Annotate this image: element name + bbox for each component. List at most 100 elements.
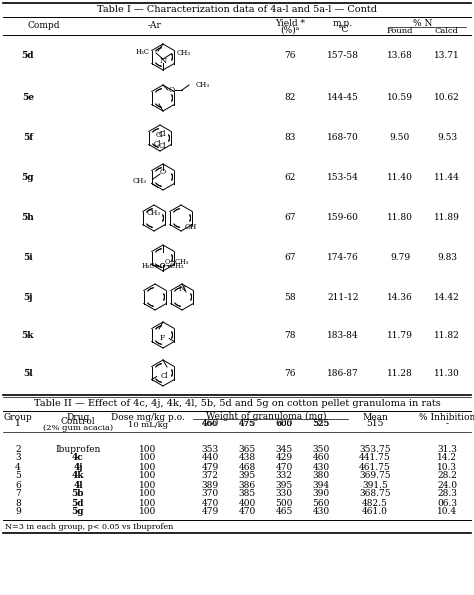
Text: 06.3: 06.3 — [437, 499, 457, 508]
Text: O: O — [160, 168, 166, 176]
Text: 100: 100 — [139, 490, 156, 499]
Text: 58: 58 — [284, 293, 296, 302]
Text: 11.30: 11.30 — [434, 368, 460, 377]
Text: 83: 83 — [284, 133, 296, 142]
Text: 7: 7 — [15, 490, 21, 499]
Text: 2: 2 — [15, 444, 21, 453]
Text: 465: 465 — [275, 508, 292, 516]
Text: 10.59: 10.59 — [387, 93, 413, 102]
Text: 372: 372 — [201, 471, 219, 481]
Text: 400: 400 — [238, 499, 255, 508]
Text: 9.79: 9.79 — [390, 253, 410, 262]
Text: 211-12: 211-12 — [327, 293, 359, 302]
Text: 76: 76 — [284, 52, 296, 61]
Text: 468: 468 — [238, 462, 255, 471]
Text: 159-60: 159-60 — [327, 214, 359, 223]
Text: 4k: 4k — [72, 471, 84, 481]
Text: 10 mL/kg: 10 mL/kg — [128, 421, 168, 429]
Text: 475: 475 — [238, 419, 255, 428]
Text: 525: 525 — [312, 419, 330, 428]
Text: 500: 500 — [275, 499, 292, 508]
Text: 560: 560 — [312, 499, 330, 508]
Text: 5l: 5l — [23, 368, 33, 377]
Text: 479: 479 — [201, 462, 219, 471]
Text: 330: 330 — [275, 490, 292, 499]
Text: 368.75: 368.75 — [359, 490, 391, 499]
Text: 10.3: 10.3 — [437, 462, 457, 471]
Text: Mean: Mean — [362, 414, 388, 422]
Text: 67: 67 — [284, 253, 296, 262]
Text: Cl: Cl — [161, 371, 169, 380]
Text: 11.40: 11.40 — [387, 173, 413, 181]
Text: N=3 in each group, p< 0.05 vs Ibuprofen: N=3 in each group, p< 0.05 vs Ibuprofen — [5, 523, 173, 531]
Text: H₃C: H₃C — [136, 48, 150, 56]
Text: 9.50: 9.50 — [390, 133, 410, 142]
Text: % Inhibition: % Inhibition — [419, 414, 474, 422]
Text: 430: 430 — [312, 462, 329, 471]
Text: 157-58: 157-58 — [327, 52, 359, 61]
Text: Compd: Compd — [28, 20, 61, 30]
Text: 1: 1 — [15, 419, 21, 428]
Text: N: N — [178, 285, 186, 293]
Text: 369.75: 369.75 — [359, 471, 391, 481]
Text: 100: 100 — [139, 499, 156, 508]
Text: F: F — [160, 334, 165, 342]
Text: 14.42: 14.42 — [434, 293, 460, 302]
Text: 100: 100 — [139, 444, 156, 453]
Text: CH₃: CH₃ — [147, 209, 161, 217]
Text: Calcd: Calcd — [435, 27, 459, 35]
Text: 479: 479 — [201, 508, 219, 516]
Text: 386: 386 — [238, 481, 255, 490]
Text: 5f: 5f — [23, 133, 33, 142]
Text: 5b: 5b — [72, 490, 84, 499]
Text: O: O — [169, 86, 175, 94]
Text: 144-45: 144-45 — [327, 93, 359, 102]
Text: 600: 600 — [275, 419, 292, 428]
Text: 5j: 5j — [23, 293, 33, 302]
Text: 350: 350 — [312, 444, 329, 453]
Text: 5e: 5e — [22, 93, 34, 102]
Text: -Ar: -Ar — [148, 20, 162, 30]
Text: 11.79: 11.79 — [387, 330, 413, 340]
Text: 395: 395 — [275, 481, 292, 490]
Text: 100: 100 — [139, 471, 156, 481]
Text: 28.2: 28.2 — [437, 471, 457, 481]
Text: 174-76: 174-76 — [327, 253, 359, 262]
Text: O−CH₃: O−CH₃ — [165, 258, 190, 266]
Text: 345: 345 — [275, 444, 292, 453]
Text: Table I — Characterization data of 4a-l and 5a-l — Contd: Table I — Characterization data of 4a-l … — [97, 5, 377, 14]
Text: Cl: Cl — [154, 140, 161, 149]
Text: 168-70: 168-70 — [327, 133, 359, 142]
Text: 389: 389 — [201, 481, 219, 490]
Text: Ibuprofen: Ibuprofen — [55, 444, 100, 453]
Text: 4c: 4c — [72, 453, 84, 462]
Text: 600: 600 — [276, 420, 292, 428]
Text: 76: 76 — [284, 368, 296, 377]
Text: CH₃: CH₃ — [196, 81, 210, 89]
Text: 475: 475 — [239, 420, 255, 428]
Text: 11.80: 11.80 — [387, 214, 413, 223]
Text: 13.71: 13.71 — [434, 52, 460, 61]
Text: 353: 353 — [201, 444, 219, 453]
Text: 11.28: 11.28 — [387, 368, 413, 377]
Text: 5i: 5i — [23, 253, 33, 262]
Text: 461.75: 461.75 — [359, 462, 391, 471]
Text: 390: 390 — [312, 490, 329, 499]
Text: 380: 380 — [312, 471, 329, 481]
Text: 460: 460 — [312, 453, 329, 462]
Text: O−CH₃: O−CH₃ — [160, 262, 184, 271]
Text: 332: 332 — [275, 471, 292, 481]
Text: 100: 100 — [139, 453, 156, 462]
Text: °C: °C — [337, 26, 349, 35]
Text: 11.89: 11.89 — [434, 214, 460, 223]
Text: 5d: 5d — [72, 499, 84, 508]
Text: 470: 470 — [238, 508, 255, 516]
Text: 440: 440 — [201, 453, 219, 462]
Text: Control: Control — [61, 416, 95, 425]
Text: 14.2: 14.2 — [437, 453, 457, 462]
Text: 4l: 4l — [73, 481, 83, 490]
Text: 460: 460 — [202, 420, 218, 428]
Text: 10.4: 10.4 — [437, 508, 457, 516]
Text: 391.5: 391.5 — [362, 481, 388, 490]
Text: 441.75: 441.75 — [359, 453, 391, 462]
